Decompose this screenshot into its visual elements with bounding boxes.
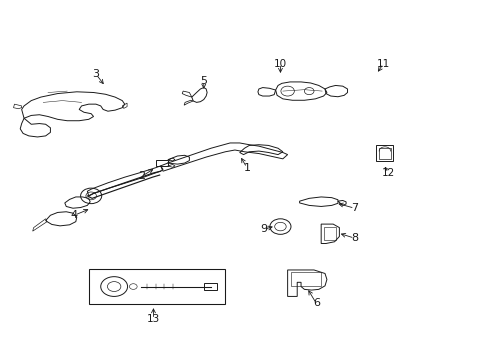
- Text: 1: 1: [243, 163, 250, 173]
- Text: 9: 9: [260, 224, 266, 234]
- Text: 2: 2: [138, 171, 145, 181]
- Text: 6: 6: [312, 298, 319, 309]
- Bar: [203, 283, 217, 290]
- Text: 13: 13: [146, 314, 160, 324]
- Text: 10: 10: [273, 59, 286, 68]
- Text: 5: 5: [200, 76, 207, 86]
- Text: 3: 3: [92, 69, 99, 79]
- Text: 4: 4: [71, 210, 78, 220]
- Text: 8: 8: [350, 233, 358, 243]
- Text: 7: 7: [350, 203, 358, 213]
- Bar: [89, 269, 225, 304]
- Text: 12: 12: [381, 168, 394, 178]
- Text: 11: 11: [376, 59, 389, 68]
